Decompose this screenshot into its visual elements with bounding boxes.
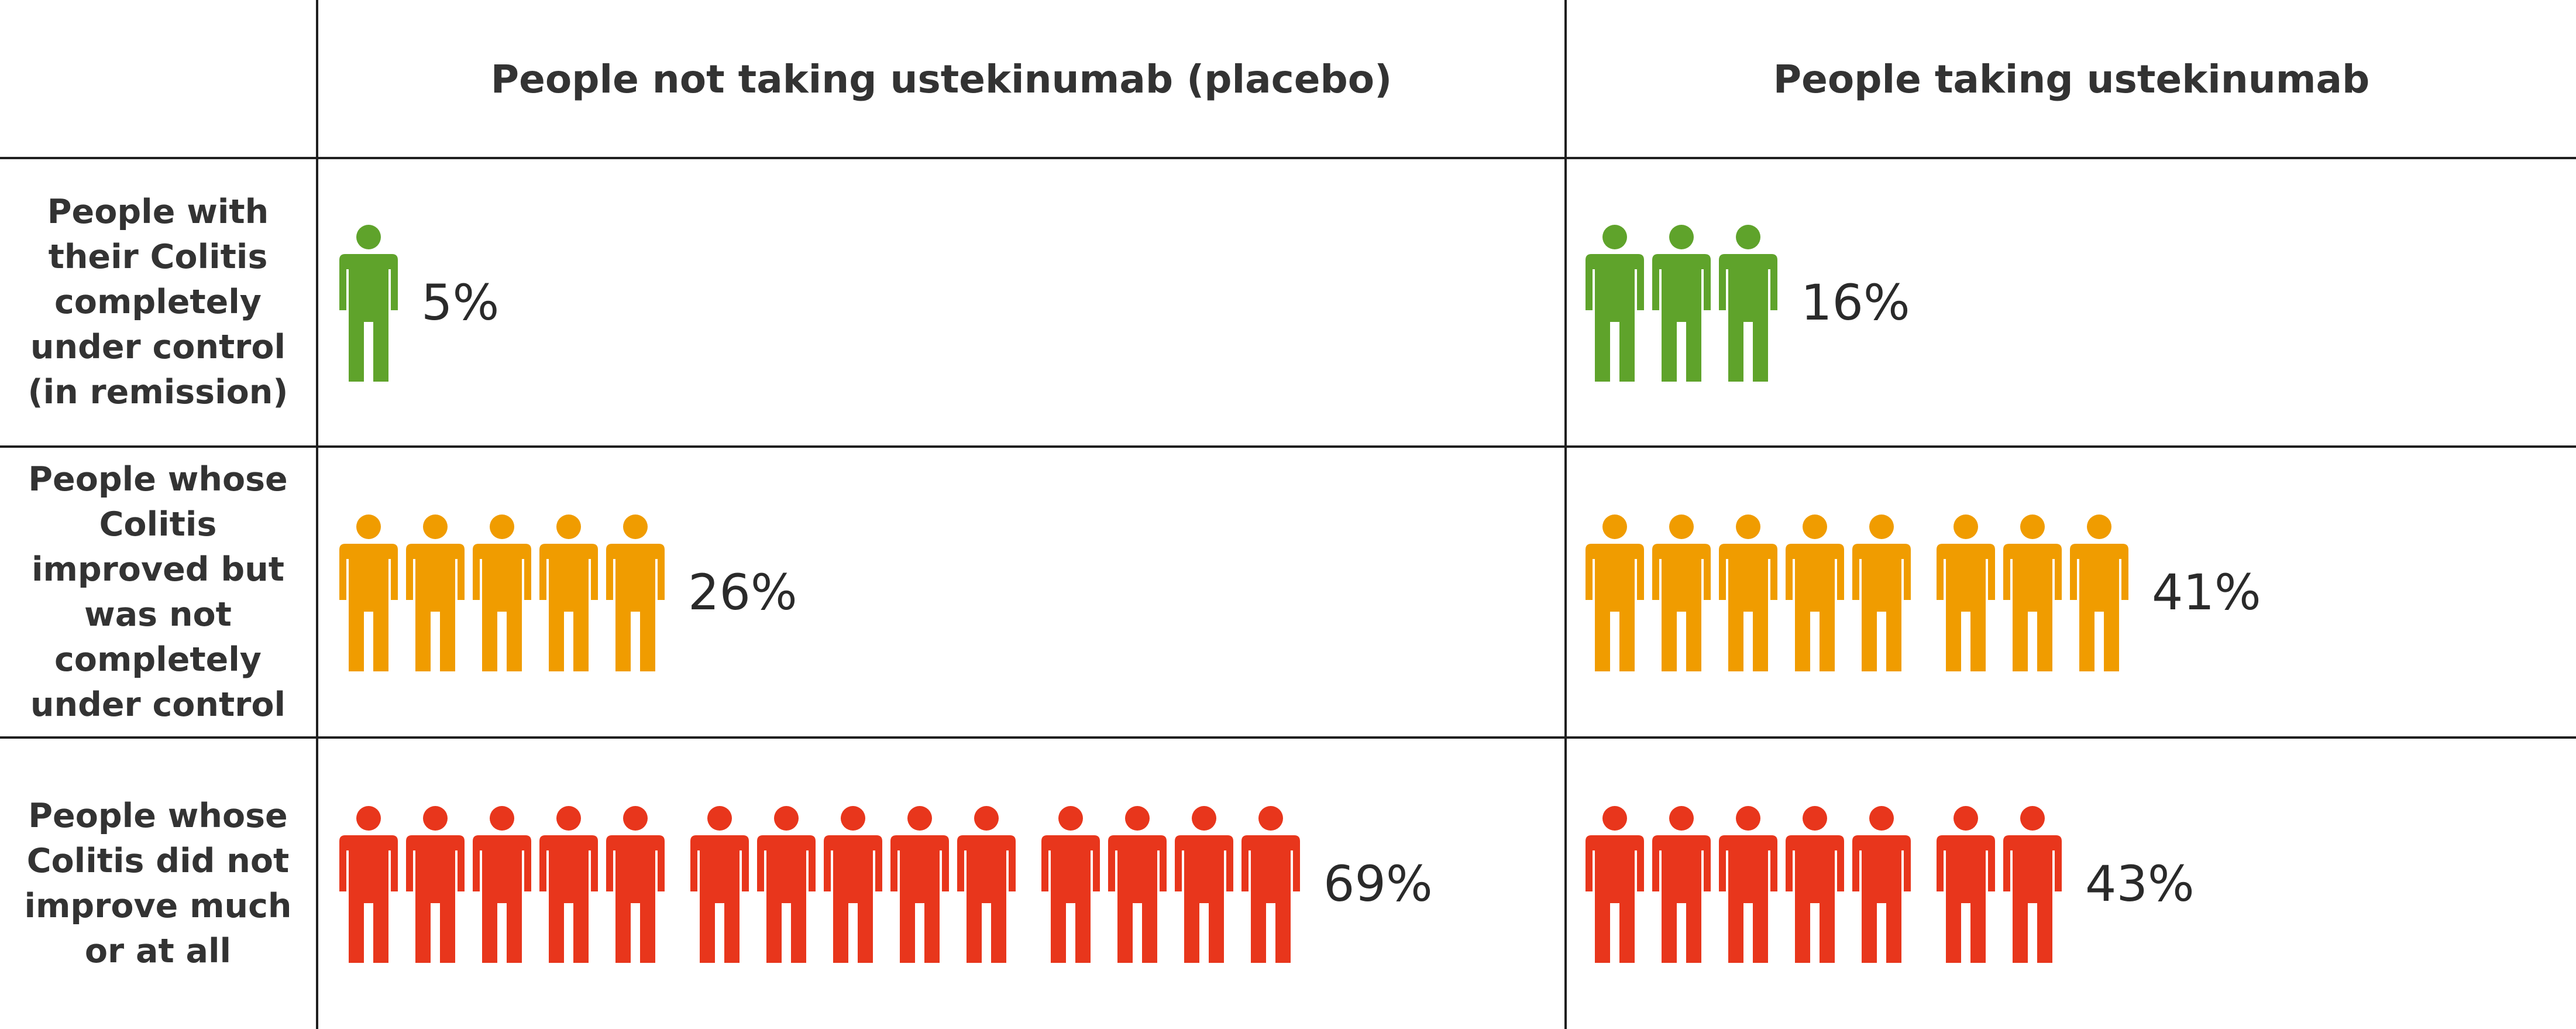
row-label-1: People with their Colitis completely under … [0, 159, 316, 445]
person-icon [1719, 224, 1777, 382]
person-icon [1652, 514, 1711, 671]
row-label-line: completely [54, 640, 262, 679]
row-label-line: completely [54, 283, 262, 321]
person-icon [1719, 514, 1777, 671]
column-header-placebo: People not taking ustekinumab (placebo) [490, 56, 1392, 102]
person-icon [406, 806, 465, 963]
row-label-line: improve much [24, 887, 292, 925]
person-icon [473, 806, 531, 963]
grid-line-row1 [0, 157, 2576, 159]
person-icon [339, 224, 398, 382]
person-icon [1586, 514, 1644, 671]
person-icon [1937, 806, 1995, 963]
person-icon [1108, 806, 1167, 963]
person-icon [539, 806, 598, 963]
row-label-line: was not [84, 595, 232, 634]
person-icon [1175, 806, 1233, 963]
row-label-line: Colitis [99, 505, 217, 544]
person-icon [539, 514, 598, 671]
value-label: 43% [2085, 855, 2195, 913]
person-icon [1786, 806, 1844, 963]
person-icon [1586, 224, 1644, 382]
person-icon [1652, 224, 1711, 382]
grid-line-row3 [0, 736, 2576, 739]
person-icon [2003, 806, 2062, 963]
row-label-line: improved but [31, 550, 285, 589]
grid-line-col1 [316, 0, 318, 1029]
person-icon [690, 806, 749, 963]
person-icon [757, 806, 816, 963]
value-label: 26% [688, 563, 797, 621]
value-label: 69% [1323, 855, 1433, 913]
person-icon [1586, 806, 1644, 963]
person-icon [473, 514, 531, 671]
person-icon [1852, 806, 1911, 963]
grid-line-col2 [1564, 0, 1567, 1029]
row-label-2: People whose Colitis improved but was not co… [0, 448, 316, 736]
person-icon [606, 806, 665, 963]
person-icon [406, 514, 465, 671]
person-icon [339, 514, 398, 671]
row-label-line: under control [30, 685, 286, 724]
value-label: 16% [1801, 273, 1910, 331]
person-icon [1241, 806, 1300, 963]
person-icon [1041, 806, 1100, 963]
person-icon [1652, 806, 1711, 963]
person-icon [2070, 514, 2128, 671]
person-icon [1786, 514, 1844, 671]
person-icon [957, 806, 1016, 963]
person-icon [890, 806, 949, 963]
row-label-line: People whose [28, 797, 288, 835]
column-header-ustekinumab: People taking ustekinumab [1773, 56, 2370, 102]
row-label-line: their Colitis [48, 238, 268, 276]
row-label-3: People whose Colitis did not improve much o… [0, 739, 316, 1029]
value-label: 5% [421, 273, 500, 331]
person-icon [824, 806, 882, 963]
row-label-line: or at all [84, 932, 232, 970]
row-label-line: People with [47, 193, 269, 231]
person-icon [339, 806, 398, 963]
row-label-line: (in remission) [27, 373, 288, 411]
person-icon [1852, 514, 1911, 671]
person-icon [1937, 514, 1995, 671]
person-icon [2003, 514, 2062, 671]
row-label-line: People whose [28, 459, 288, 499]
row-label-line: under control [30, 328, 286, 366]
grid-line-row2 [0, 445, 2576, 448]
row-label-line: Colitis did not [26, 842, 290, 880]
value-label: 41% [2152, 563, 2261, 621]
person-icon [606, 514, 665, 671]
person-icon [1719, 806, 1777, 963]
